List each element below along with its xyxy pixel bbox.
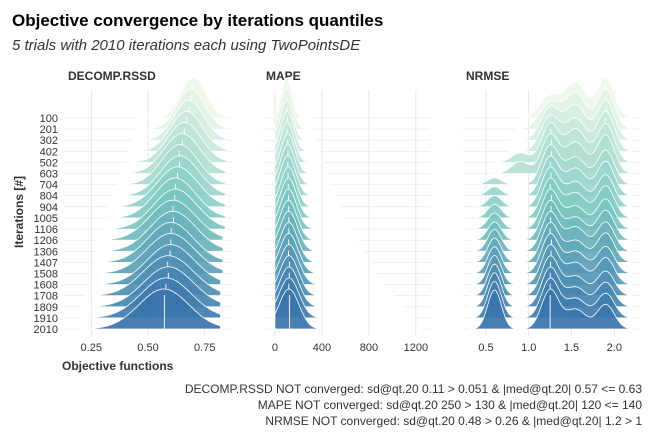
y-tick-label: 1106 bbox=[34, 224, 58, 236]
x-tick-label: 0.75 bbox=[194, 342, 215, 354]
facet-decomp-rssd: DECOMP.RSSD 0.25 0.50 0.75 bbox=[64, 69, 232, 354]
chart-subtitle: 5 trials with 2010 iterations each using… bbox=[12, 37, 361, 54]
caption-line-1: DECOMP.RSSD NOT converged: sd@qt.20 0.11… bbox=[185, 382, 643, 396]
y-tick-label: 704 bbox=[40, 180, 58, 192]
y-axis-ticks: 1002013024025026037048049041005110612061… bbox=[34, 113, 58, 336]
facet-panels: DECOMP.RSSD 0.25 0.50 0.75 MAPE 0 400 800 1200 NR… bbox=[64, 69, 640, 354]
caption-line-2: MAPE NOT converged: sd@qt.20 250 > 130 &… bbox=[258, 398, 643, 412]
ridge-2010 bbox=[79, 288, 221, 330]
x-tick-label: 0 bbox=[272, 342, 278, 354]
x-tick-label: 2.0 bbox=[607, 342, 622, 354]
ridge-1608 bbox=[274, 244, 387, 285]
x-tick-label: 400 bbox=[313, 342, 331, 354]
x-tick-label: 1200 bbox=[404, 342, 428, 354]
y-tick-label: 302 bbox=[40, 135, 58, 147]
chart-title: Objective convergence by iterations quan… bbox=[12, 11, 383, 30]
y-tick-label: 201 bbox=[40, 124, 58, 136]
x-axis-label: Objective functions bbox=[62, 359, 174, 373]
y-tick-label: 402 bbox=[40, 146, 58, 158]
y-tick-label: 1809 bbox=[34, 302, 58, 314]
facet-strip-label: MAPE bbox=[266, 69, 301, 83]
y-tick-label: 100 bbox=[40, 113, 58, 125]
y-axis-label: Iterations [#] bbox=[12, 176, 26, 248]
ridge-1508 bbox=[274, 233, 379, 274]
facet-mape: MAPE 0 400 800 1200 bbox=[262, 69, 430, 354]
y-tick-label: 904 bbox=[40, 202, 58, 214]
x-tick-label: 1.0 bbox=[521, 342, 536, 354]
y-tick-label: 1508 bbox=[34, 269, 58, 281]
y-tick-label: 1306 bbox=[34, 246, 58, 258]
y-tick-label: 1407 bbox=[34, 257, 58, 269]
y-tick-label: 1005 bbox=[34, 213, 58, 225]
y-tick-label: 1608 bbox=[34, 280, 58, 292]
x-tick-label: 800 bbox=[360, 342, 378, 354]
y-tick-label: 603 bbox=[40, 169, 58, 181]
x-tick-label: 1.5 bbox=[564, 342, 579, 354]
y-tick-label: 2010 bbox=[34, 324, 58, 336]
y-tick-label: 1910 bbox=[34, 313, 58, 325]
caption: DECOMP.RSSD NOT converged: sd@qt.20 0.11… bbox=[185, 382, 643, 428]
x-tick-label: 0.50 bbox=[137, 342, 158, 354]
caption-line-3: NRMSE NOT converged: sd@qt.20 0.48 > 0.2… bbox=[265, 414, 642, 428]
y-tick-label: 1708 bbox=[34, 291, 58, 303]
facet-nrmse: NRMSE 0.5 1.0 1.5 2.0 bbox=[462, 69, 640, 354]
x-tick-label: 0.5 bbox=[478, 342, 493, 354]
facet-strip-label: NRMSE bbox=[466, 69, 509, 83]
y-tick-label: 1206 bbox=[34, 235, 58, 247]
facet-strip-label: DECOMP.RSSD bbox=[68, 69, 156, 83]
y-tick-label: 804 bbox=[40, 191, 58, 203]
x-tick-label: 0.25 bbox=[81, 342, 102, 354]
y-tick-label: 502 bbox=[40, 157, 58, 169]
